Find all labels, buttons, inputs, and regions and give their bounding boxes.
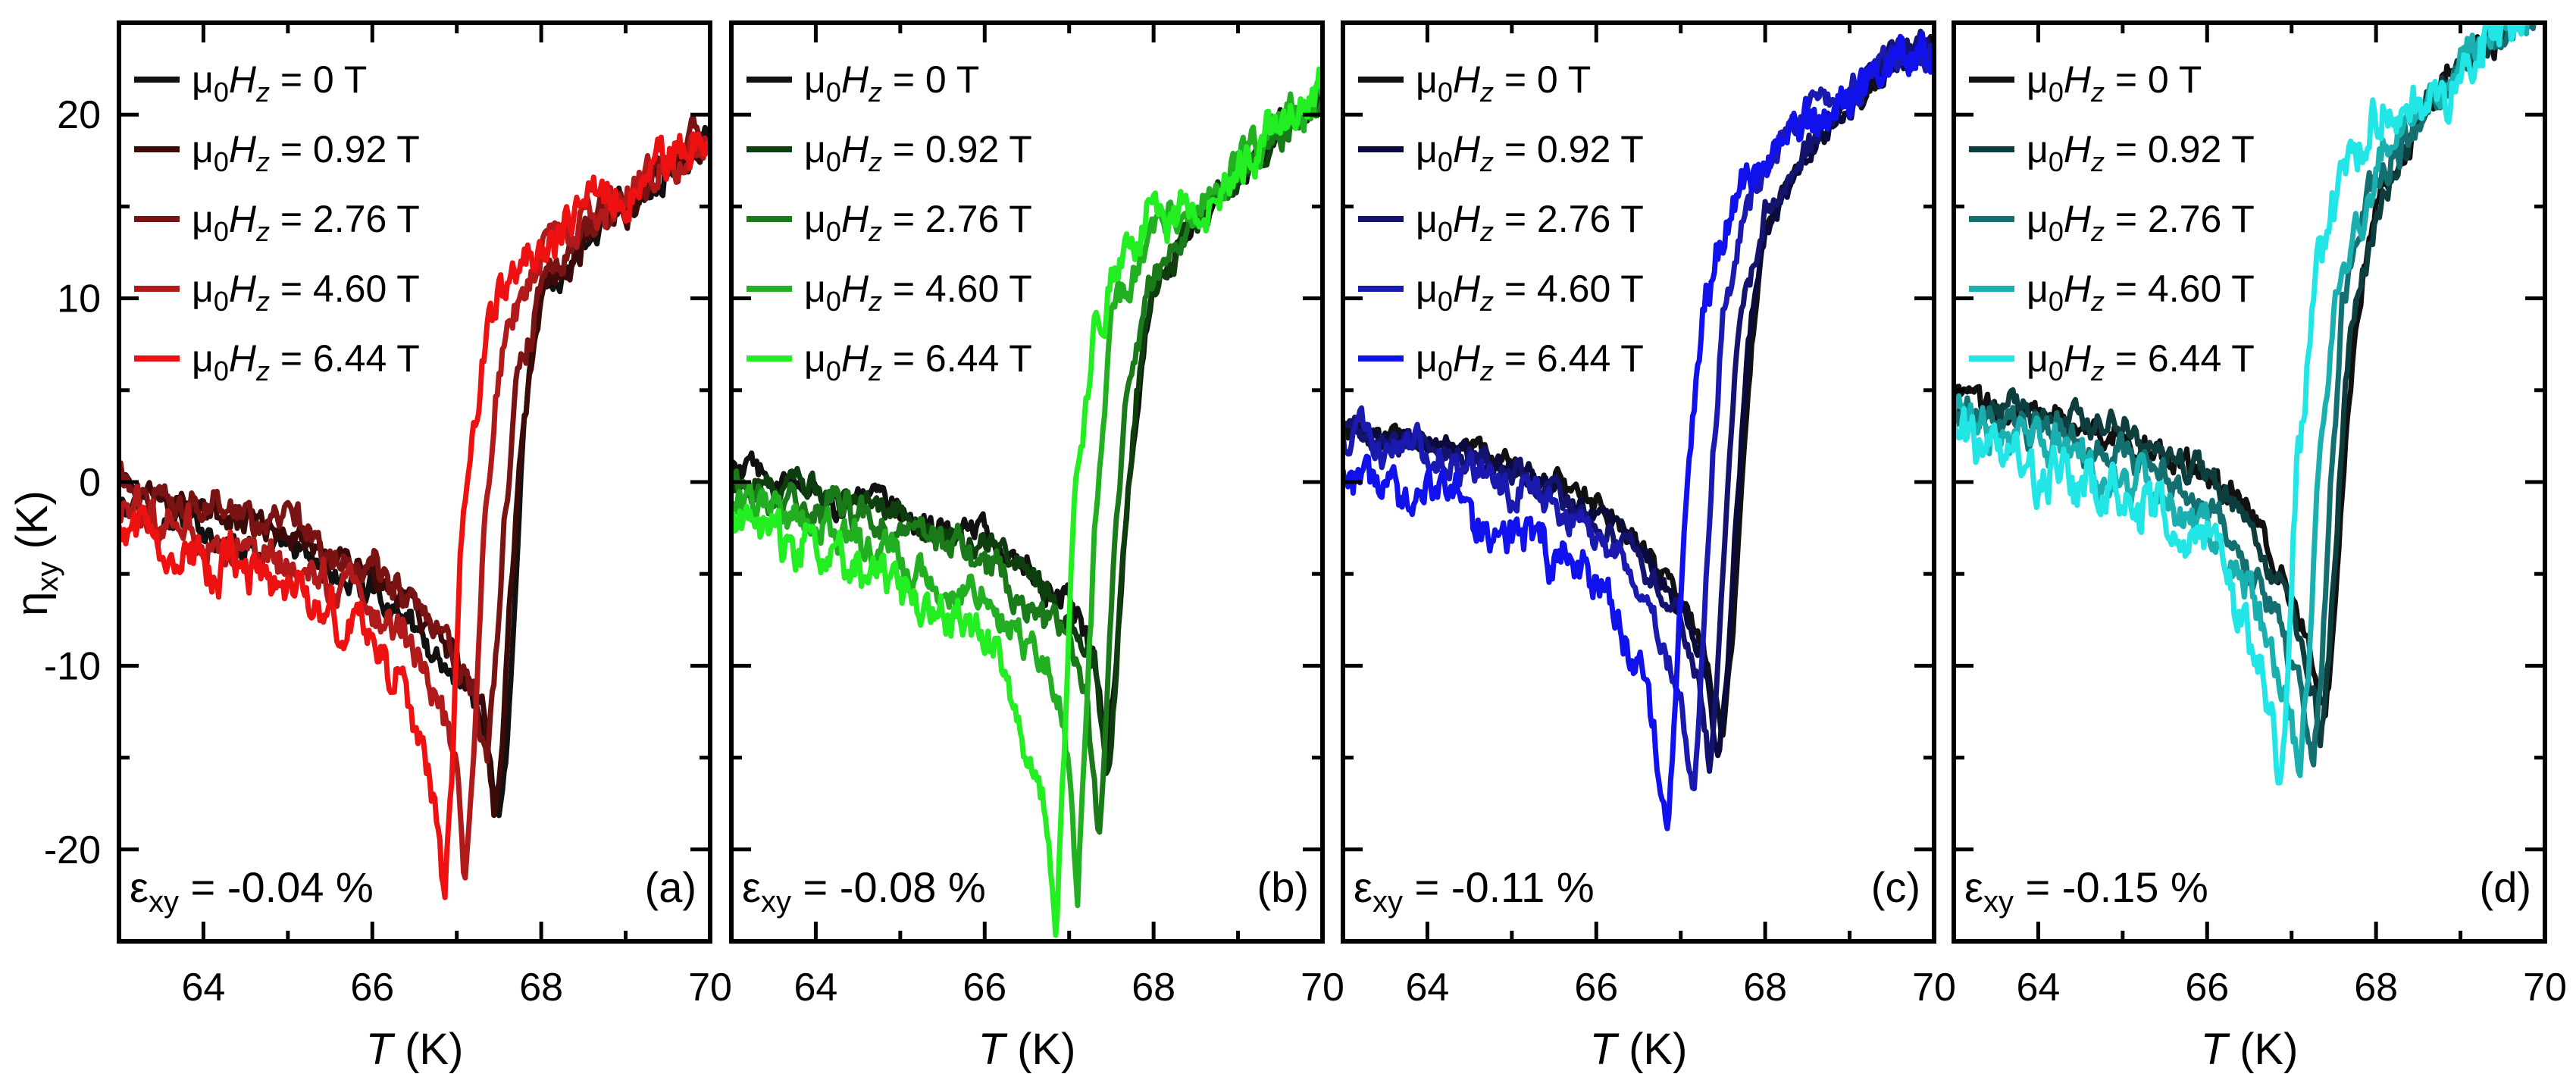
legend-entry: μ0Hz = 6.44 T [2027,337,2255,387]
strain-label: εxy = -0.15 % [1964,863,2208,919]
legend-entry: μ0Hz = 0.92 T [192,128,420,177]
x-axis-title: T (K) [1590,1025,1688,1074]
panel-label: (c) [1871,863,1920,911]
x-tick-label: 66 [2185,966,2229,1010]
legend-entry: μ0Hz = 0.92 T [1416,128,1644,177]
y-axis-title-text: ηxy (K) [8,490,64,616]
series-line-4 [1954,23,2545,786]
legend-entry: μ0Hz = 2.76 T [1416,198,1644,247]
x-tick-label: 68 [1743,966,1787,1010]
legend-entry: μ0Hz = 0 T [804,58,979,108]
strain-label: εxy = -0.04 % [130,863,374,919]
x-tick-label: 64 [182,966,226,1010]
legend: μ0Hz = 0 T μ0Hz = 0.92 T μ0Hz = 2.76 T μ0Hz… [1358,58,1644,387]
x-tick-label: 70 [2523,966,2567,1010]
series-line-4 [1343,30,1934,831]
x-axis-title: T (K) [2201,1025,2299,1074]
panel-label: (a) [645,863,696,911]
series-line-4 [731,66,1322,938]
series-line-1 [119,138,710,819]
series-lines [731,66,1322,938]
legend: μ0Hz = 0 T μ0Hz = 0.92 T μ0Hz = 2.76 T μ0Hz… [1969,58,2255,387]
x-axis-title: T (K) [366,1025,464,1074]
series-lines [1343,28,1934,831]
x-tick-label: 66 [350,966,394,1010]
y-tick-label: -10 [44,644,101,688]
x-tick-label: 70 [1301,966,1344,1010]
legend-entry: μ0Hz = 4.60 T [804,268,1032,317]
x-tick-label: 68 [519,966,563,1010]
y-axis-title: ηxy (K) [8,490,64,616]
x-tick-label: 64 [2017,966,2061,1010]
x-tick-label: 66 [1574,966,1618,1010]
legend-entry: μ0Hz = 6.44 T [192,337,420,387]
legend-entry: μ0Hz = 4.60 T [2027,268,2255,317]
series-line-3 [1954,23,2541,778]
legend: μ0Hz = 0 T μ0Hz = 0.92 T μ0Hz = 2.76 T μ0Hz… [747,58,1032,387]
panel-label: (b) [1257,863,1309,911]
y-tick-label: 20 [57,93,101,137]
legend-entry: μ0Hz = 2.76 T [192,198,420,247]
x-tick-label: 68 [2354,966,2398,1010]
legend-entry: μ0Hz = 2.76 T [2027,198,2255,247]
legend-entry: μ0Hz = 0 T [192,58,367,108]
y-tick-label: 10 [57,277,101,321]
legend-entry: μ0Hz = 0.92 T [804,128,1032,177]
legend-entry: μ0Hz = 0 T [1416,58,1591,108]
legend-entry: μ0Hz = 0 T [2027,58,2202,108]
series-line-3 [731,79,1322,909]
y-tick-label: 0 [79,461,101,505]
x-tick-label: 68 [1131,966,1175,1010]
series-lines [1954,23,2545,786]
x-tick-label: 70 [1912,966,1956,1010]
legend-entry: μ0Hz = 4.60 T [1416,268,1644,317]
x-tick-label: 64 [1406,966,1450,1010]
strain-label: εxy = -0.11 % [1354,863,1595,919]
series-line-4 [119,131,710,900]
legend-entry: μ0Hz = 6.44 T [804,337,1032,387]
legend-entry: μ0Hz = 4.60 T [192,268,420,317]
series-lines [119,114,710,900]
x-tick-label: 66 [962,966,1006,1010]
y-tick-label: -20 [44,828,101,872]
legend: μ0Hz = 0 T μ0Hz = 0.92 T μ0Hz = 2.76 T μ0Hz… [134,58,420,387]
x-axis-title: T (K) [978,1025,1076,1074]
legend-entry: μ0Hz = 6.44 T [1416,337,1644,387]
strain-label: εxy = -0.08 % [742,863,986,919]
x-tick-label: 64 [794,966,838,1010]
panel-label: (d) [2480,863,2531,911]
legend-entry: μ0Hz = 0.92 T [2027,128,2255,177]
x-tick-label: 70 [688,966,732,1010]
legend-entry: μ0Hz = 2.76 T [804,198,1032,247]
